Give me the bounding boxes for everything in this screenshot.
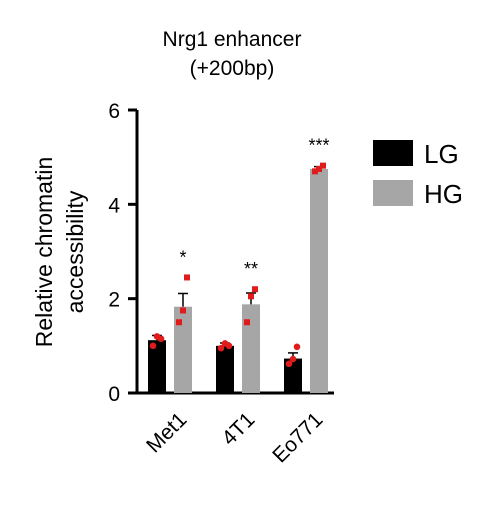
data-point bbox=[184, 274, 190, 281]
data-point bbox=[293, 343, 301, 351]
legend: LG HG bbox=[373, 139, 463, 209]
data-point bbox=[320, 162, 326, 169]
bar-lg-4t1 bbox=[216, 345, 234, 393]
data-point bbox=[157, 335, 165, 343]
data-point bbox=[316, 165, 322, 172]
y-tick-label: 0 bbox=[108, 383, 120, 406]
legend-label-lg: LG bbox=[424, 139, 459, 169]
bar-lg-eo771 bbox=[284, 358, 302, 393]
data-point bbox=[149, 342, 157, 350]
significance-label: *** bbox=[308, 136, 329, 156]
data-point bbox=[176, 319, 182, 326]
significance-label: ** bbox=[244, 259, 258, 279]
legend-swatch-lg bbox=[373, 140, 413, 166]
legend-swatch-hg bbox=[373, 180, 413, 206]
bar-hg-eo771 bbox=[310, 168, 328, 393]
y-axis-label-line-1: Relative chromatin bbox=[31, 157, 57, 347]
y-axis-label-line-2: accessibility bbox=[62, 190, 88, 313]
chart-title-line-2: (+200bp) bbox=[190, 57, 275, 80]
x-tick-label: Eo771 bbox=[268, 408, 327, 467]
bar-hg-met1 bbox=[174, 306, 192, 393]
chart-title-line-1: Nrg1 enhancer bbox=[163, 28, 302, 51]
data-point bbox=[252, 286, 258, 293]
bar-lg-met1 bbox=[148, 340, 166, 393]
y-tick-label: 6 bbox=[108, 100, 120, 123]
data-point bbox=[248, 293, 254, 300]
significance-label: * bbox=[179, 247, 186, 267]
legend-label-hg: HG bbox=[424, 179, 463, 209]
data-point bbox=[285, 360, 293, 368]
x-tick-label: Met1 bbox=[142, 408, 191, 457]
y-axis-label: Relative chromatin accessibility bbox=[31, 157, 88, 347]
data-point bbox=[180, 307, 186, 314]
data-point bbox=[217, 344, 225, 352]
y-tick-label: 4 bbox=[108, 194, 120, 217]
y-tick-label: 2 bbox=[108, 289, 120, 312]
data-point bbox=[244, 319, 250, 326]
chart-title: Nrg1 enhancer (+200bp) bbox=[163, 28, 302, 80]
x-tick-label: 4T1 bbox=[218, 408, 260, 450]
data-point bbox=[289, 355, 297, 363]
plot-area: 0 2 4 6 * Met1 ** 4T1 *** Eo771 bbox=[108, 100, 334, 467]
data-point bbox=[312, 168, 318, 175]
data-point bbox=[225, 342, 233, 350]
bar-hg-4t1 bbox=[242, 304, 260, 393]
